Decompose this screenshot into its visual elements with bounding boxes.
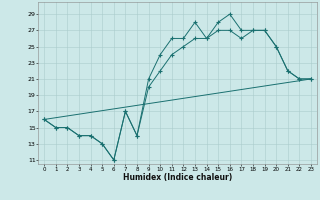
X-axis label: Humidex (Indice chaleur): Humidex (Indice chaleur) — [123, 173, 232, 182]
